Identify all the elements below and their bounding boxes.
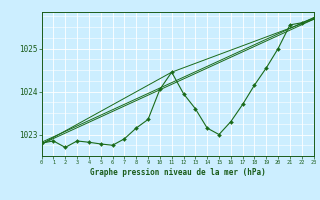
X-axis label: Graphe pression niveau de la mer (hPa): Graphe pression niveau de la mer (hPa) (90, 168, 266, 177)
